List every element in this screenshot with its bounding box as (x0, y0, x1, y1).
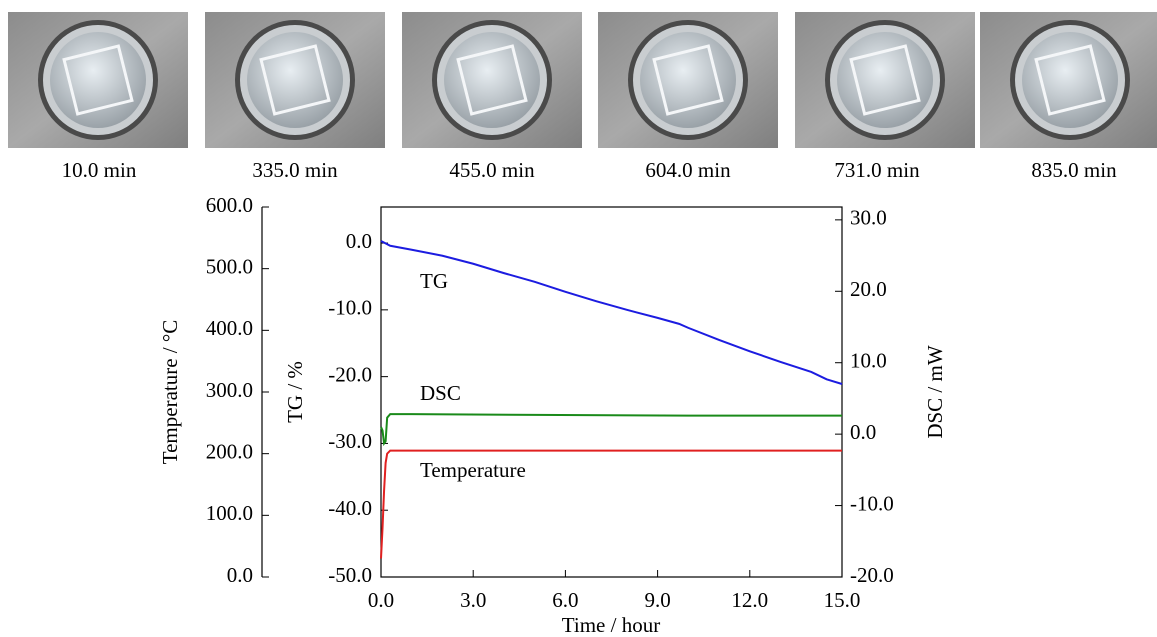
photo (402, 12, 582, 148)
y2-axis-title: DSC / mW (923, 345, 947, 439)
series-line (381, 414, 842, 443)
y3-tick-label: 100.0 (206, 501, 253, 525)
x-tick-label: 6.0 (552, 588, 578, 612)
photo (205, 12, 385, 148)
y2-tick-label: 10.0 (850, 349, 887, 373)
y-tick-label: -40.0 (328, 496, 372, 520)
photo (795, 12, 975, 148)
pan-disc (1022, 32, 1118, 128)
y2-tick-label: 30.0 (850, 206, 887, 230)
y-tick-label: -30.0 (328, 429, 372, 453)
y3-axis-title: Temperature / °C (158, 320, 182, 465)
pan-disc (50, 32, 146, 128)
pan-disc (640, 32, 736, 128)
pan-disc (247, 32, 343, 128)
y3-tick-label: 0.0 (227, 563, 253, 587)
photo (980, 12, 1157, 148)
x-tick-label: 12.0 (731, 588, 768, 612)
y3-tick-label: 500.0 (206, 254, 253, 278)
photo-caption: 10.0 min (62, 158, 137, 182)
x-tick-label: 0.0 (368, 588, 394, 612)
photo-caption: 335.0 min (252, 158, 338, 182)
x-axis-title: Time / hour (562, 613, 660, 637)
y-tick-label: -10.0 (328, 296, 372, 320)
y-tick-label: -20.0 (328, 362, 372, 386)
y-tick-label: -50.0 (328, 563, 372, 587)
photo-caption: 604.0 min (645, 158, 731, 182)
x-tick-label: 9.0 (644, 588, 670, 612)
y3-tick-label: 400.0 (206, 316, 253, 340)
y2-tick-label: -10.0 (850, 491, 894, 515)
photo (598, 12, 778, 148)
y2-tick-label: 0.0 (850, 420, 876, 444)
y2-tick-label: -20.0 (850, 563, 894, 587)
series-label: DSC (420, 381, 461, 405)
y3-tick-label: 600.0 (206, 193, 253, 217)
x-tick-label: 15.0 (824, 588, 861, 612)
y-axis-title: TG / % (283, 361, 307, 423)
pan-disc (444, 32, 540, 128)
photo-caption: 731.0 min (834, 158, 920, 182)
series-label: TG (420, 269, 448, 293)
series-label: Temperature (420, 458, 526, 482)
y-tick-label: 0.0 (346, 229, 372, 253)
series-line (381, 241, 842, 384)
y3-tick-label: 200.0 (206, 439, 253, 463)
photo-caption: 835.0 min (1031, 158, 1117, 182)
y2-tick-label: 20.0 (850, 277, 887, 301)
photo-caption: 455.0 min (449, 158, 535, 182)
photo (8, 12, 188, 148)
page: Time / hour TG / % DSC / mW Temperature … (0, 0, 1157, 637)
x-tick-label: 3.0 (460, 588, 486, 612)
pan-disc (837, 32, 933, 128)
y3-tick-label: 300.0 (206, 378, 253, 402)
